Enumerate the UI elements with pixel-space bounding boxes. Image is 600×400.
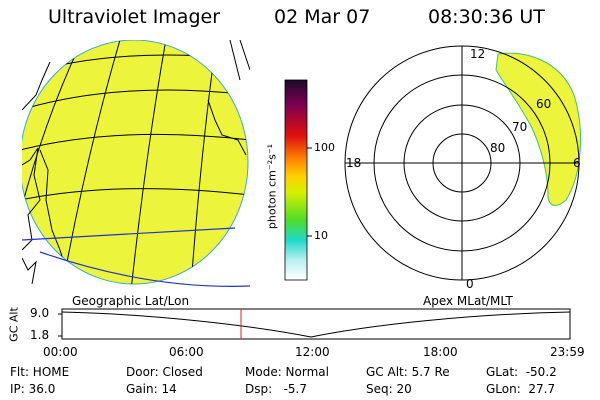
color-bar bbox=[284, 79, 308, 281]
mlat-label-80: 80 bbox=[490, 141, 506, 155]
status-door: Door: Closed bbox=[126, 365, 203, 379]
status-seq: Seq: 20 bbox=[366, 382, 412, 396]
altitude-xtick: 06:00 bbox=[169, 345, 204, 359]
earth-disk bbox=[22, 40, 249, 285]
latitude-line bbox=[22, 89, 248, 111]
longitude-line bbox=[129, 44, 166, 284]
mlt-label-12: 12 bbox=[470, 47, 486, 61]
altitude-ytick-top: 9.0 bbox=[30, 306, 50, 320]
status-ip: IP: 36.0 bbox=[10, 382, 56, 396]
altitude-ytick-bottom: 1.8 bbox=[30, 328, 50, 342]
status-dsp: Dsp: -5.7 bbox=[245, 382, 308, 396]
colorbar-tick-100: 100 bbox=[314, 141, 335, 154]
longitude-line bbox=[189, 49, 216, 284]
status-glon: GLon: 27.7 bbox=[486, 382, 556, 396]
mlt-label-6: 6 bbox=[573, 156, 581, 170]
mlt-label-18: 18 bbox=[346, 156, 362, 170]
altitude-curve bbox=[61, 311, 571, 338]
altitude-xtick: 00:00 bbox=[43, 345, 78, 359]
auroral-oval bbox=[495, 52, 581, 206]
colorbar-tick-10: 10 bbox=[314, 229, 328, 242]
altitude-plot bbox=[58, 308, 571, 340]
status-glat: GLat: -50.2 bbox=[486, 365, 557, 379]
altitude-ylabel: GC Alt bbox=[7, 307, 21, 342]
polar-mlt-plot bbox=[344, 45, 581, 281]
altitude-xtick: 12:00 bbox=[295, 345, 330, 359]
mlt-label-0: 0 bbox=[466, 277, 474, 291]
longitude-line bbox=[229, 40, 241, 81]
coastline bbox=[22, 257, 37, 285]
mlat-label-60: 60 bbox=[536, 97, 552, 111]
apex-caption: Apex MLat/MLT bbox=[423, 294, 513, 308]
latitude-line bbox=[22, 188, 248, 201]
terminator-line bbox=[39, 251, 250, 287]
coastline bbox=[22, 147, 41, 251]
altitude-xtick: 18:00 bbox=[423, 345, 458, 359]
geographic-caption: Geographic Lat/Lon bbox=[72, 294, 190, 308]
longitude-line bbox=[22, 44, 81, 284]
status-flt: Flt: HOME bbox=[10, 365, 70, 379]
coastline bbox=[22, 61, 51, 111]
status-gc-alt: GC Alt: 5.7 Re bbox=[366, 365, 450, 379]
mlat-label-70: 70 bbox=[512, 120, 528, 134]
observation-date: 02 Mar 07 bbox=[274, 6, 371, 28]
longitude-line bbox=[239, 40, 250, 71]
coastline bbox=[207, 99, 247, 156]
status-gain: Gain: 14 bbox=[126, 382, 177, 396]
terminator-line bbox=[22, 227, 236, 241]
geographic-image-panel bbox=[22, 40, 250, 287]
status-mode: Mode: Normal bbox=[245, 365, 329, 379]
altitude-xtick: 23:59 bbox=[550, 345, 585, 359]
observation-time: 08:30:36 UT bbox=[428, 6, 545, 28]
instrument-title: Ultraviolet Imager bbox=[48, 6, 221, 28]
colorbar-unit-label: photon cm⁻²s⁻¹ bbox=[265, 143, 279, 230]
latitude-line bbox=[22, 133, 248, 151]
